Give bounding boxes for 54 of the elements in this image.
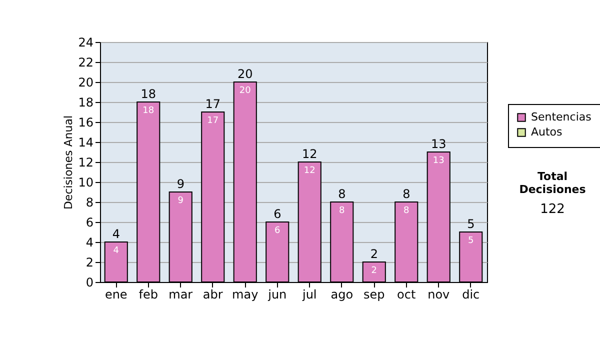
data-label: 8 <box>404 206 410 216</box>
data-label: 5 <box>468 236 474 246</box>
y-axis-title: Decisiones Anual <box>62 115 76 210</box>
total-label: 13 <box>430 137 446 151</box>
y-tick-label: 6 <box>86 216 94 230</box>
y-tick-label: 16 <box>78 116 94 130</box>
data-label: 6 <box>274 226 281 236</box>
x-tick-label: dic <box>462 288 480 302</box>
total-label: 9 <box>176 177 184 191</box>
y-tick-label: 10 <box>78 176 94 190</box>
y-tick-label: 20 <box>78 76 94 90</box>
x-tick-label: mar <box>168 288 193 302</box>
y-tick-label: 4 <box>86 236 94 250</box>
text: Total Decisiones <box>518 170 587 196</box>
total-label: 5 <box>467 217 475 231</box>
text: 122 <box>539 202 566 217</box>
data-label: 18 <box>142 106 154 116</box>
x-tick-label: jul <box>301 288 317 302</box>
x-tick-label: may <box>232 288 258 302</box>
data-label: 12 <box>304 166 316 176</box>
x-tick-label: oct <box>397 288 416 302</box>
y-tick-label: 14 <box>78 136 94 150</box>
y-tick-label: 12 <box>78 156 94 170</box>
data-label: 8 <box>339 206 346 216</box>
total-label: 8 <box>338 187 346 201</box>
data-label: 17 <box>207 116 219 126</box>
x-tick-label: abr <box>202 288 223 302</box>
total-label: 18 <box>140 87 156 101</box>
data-label: 20 <box>239 86 252 96</box>
y-tick-label: 22 <box>78 56 94 70</box>
total-label: 20 <box>237 67 253 81</box>
data-label: 4 <box>113 246 120 256</box>
total-label: 4 <box>112 227 120 241</box>
total-label: 12 <box>302 147 318 161</box>
y-tick-label: 0 <box>86 276 94 290</box>
legend-label: Autos <box>531 126 563 138</box>
x-tick-label: jun <box>267 288 287 302</box>
y-tick-label: 2 <box>86 256 94 270</box>
total-label: 2 <box>370 247 378 261</box>
x-tick-label: ene <box>104 288 128 302</box>
x-tick-label: sep <box>363 288 385 302</box>
total-label: 6 <box>274 207 282 221</box>
total-label: 8 <box>402 187 410 201</box>
x-tick-label: nov <box>428 288 450 302</box>
total-label: 17 <box>205 97 221 111</box>
y-tick-label: 24 <box>78 36 94 50</box>
x-tick-label: ago <box>330 288 354 302</box>
data-label: 2 <box>371 266 377 276</box>
y-tick-label: 18 <box>78 96 94 110</box>
x-tick-label: feb <box>138 288 158 302</box>
data-label: 13 <box>432 156 444 166</box>
data-label: 9 <box>178 196 184 206</box>
y-tick-label: 8 <box>86 196 94 210</box>
legend-label: Sentencias <box>531 110 592 124</box>
